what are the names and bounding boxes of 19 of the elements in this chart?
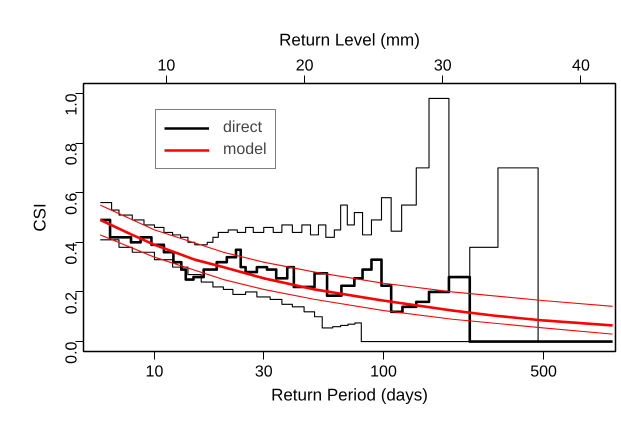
x-tick-label: 10 [146,364,164,380]
y-tick-label: 0.8 [64,142,80,166]
x2-tick-label: 10 [158,58,176,74]
x-tick-label: 100 [370,364,397,380]
x2-tick-label: 30 [434,58,452,74]
y-tick-label: 1.0 [64,93,80,116]
x-tick-label: 500 [530,364,558,380]
x2-axis-title: Return Level (mm) [279,30,420,50]
y-tick-label: 0.2 [64,292,80,314]
x2-tick-label: 20 [296,58,314,74]
y-axis-title: CSI [30,203,50,232]
y-tick-label: 0.4 [64,242,80,265]
y-tick-label: 0.6 [64,192,80,215]
legend-label: model [223,141,267,159]
legend-label: direct [223,119,262,137]
x-axis-title: Return Period (days) [271,386,428,404]
x2-tick-label: 40 [572,58,590,74]
y-tick-label: 0.0 [64,341,80,364]
x-tick-label: 30 [254,364,273,380]
